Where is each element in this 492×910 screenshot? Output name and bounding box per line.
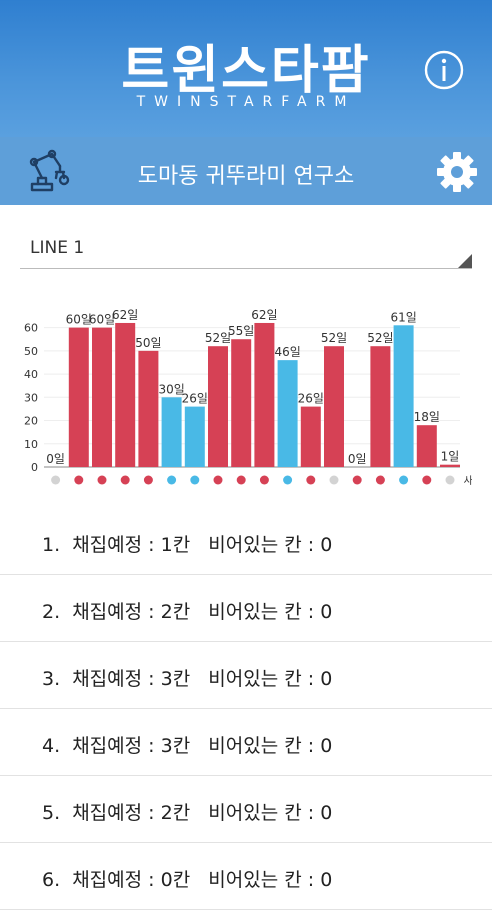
list-item[interactable]: 2. 채집예정 : 2칸 비어있는 칸 : 0 (0, 575, 492, 642)
status-dot (97, 475, 107, 485)
y-tick-label: 60 (24, 322, 38, 335)
app-logo-subtitle: TWINSTARFARM (136, 94, 356, 110)
bar (92, 327, 112, 467)
status-dot (329, 475, 339, 485)
status-dot (213, 475, 223, 485)
bar (277, 360, 298, 467)
bar (324, 346, 344, 467)
farm-name: 도마동 귀뚜라미 연구소 (137, 164, 355, 189)
bar (231, 339, 252, 467)
bar-data-label: 0일 (46, 452, 65, 466)
bar (254, 322, 275, 467)
bar (115, 322, 136, 467)
bar-data-label: 55일 (228, 324, 254, 338)
line-select[interactable]: LINE 1 (20, 228, 472, 269)
list-item[interactable]: 3. 채집예정 : 3칸 비어있는 칸 : 0 (0, 642, 492, 709)
status-dot (399, 475, 409, 485)
bar (370, 346, 391, 467)
list-item-text: 4. 채집예정 : 3칸 비어있는 칸 : 0 (42, 735, 333, 757)
status-dot (259, 475, 269, 485)
bar-data-label: 60일 (89, 313, 115, 327)
bar-data-label: 26일 (182, 392, 208, 406)
status-dot (74, 475, 84, 485)
bar-data-label: 18일 (414, 410, 440, 424)
list-item[interactable]: 4. 채집예정 : 3칸 비어있는 칸 : 0 (0, 709, 492, 776)
bar-data-label: 62일 (112, 308, 138, 322)
status-dot (167, 475, 177, 485)
y-tick-label: 0 (31, 461, 38, 474)
bar-data-label: 52일 (205, 331, 231, 345)
status-dot (51, 475, 61, 485)
list-item[interactable]: 1. 채집예정 : 1칸 비어있는 칸 : 0 (0, 508, 492, 575)
bar-data-label: 50일 (135, 336, 161, 350)
list-item-text: 5. 채집예정 : 2칸 비어있는 칸 : 0 (42, 802, 333, 824)
harvest-list: 1. 채집예정 : 1칸 비어있는 칸 : 0 2. 채집예정 : 2칸 비어있… (0, 508, 492, 910)
status-dot (306, 475, 316, 485)
status-dot (190, 475, 200, 485)
bar (184, 406, 205, 467)
list-item-text: 1. 채집예정 : 1칸 비어있는 칸 : 0 (42, 534, 333, 556)
bar-data-label: 26일 (298, 392, 324, 406)
bar (393, 325, 414, 467)
bar-data-label: 52일 (367, 331, 393, 345)
legend-label: 사육기간 (464, 475, 472, 487)
app-logo-title: 트윈스타팜 (121, 41, 371, 101)
farm-bar (0, 137, 492, 205)
list-item-text: 2. 채집예정 : 2칸 비어있는 칸 : 0 (42, 601, 333, 623)
info-icon[interactable] (424, 50, 464, 90)
bar-data-label: 52일 (321, 331, 347, 345)
bar (300, 406, 321, 467)
y-tick-label: 40 (24, 368, 38, 381)
robot-arm-icon[interactable] (26, 148, 72, 194)
app-header (0, 0, 492, 137)
bar-data-label: 30일 (158, 382, 184, 396)
dropdown-arrow-icon (458, 254, 472, 268)
y-tick-label: 20 (24, 415, 38, 428)
bar (68, 327, 89, 467)
bar-data-label: 61일 (390, 310, 416, 324)
bar (416, 425, 437, 467)
status-dot (352, 475, 362, 485)
bar-data-label: 0일 (348, 452, 367, 466)
y-tick-label: 30 (24, 391, 38, 404)
gear-icon[interactable] (436, 151, 478, 193)
bar-data-label: 1일 (441, 450, 460, 464)
list-item-text: 3. 채집예정 : 3칸 비어있는 칸 : 0 (42, 668, 333, 690)
status-dot (143, 475, 153, 485)
y-tick-label: 10 (24, 438, 38, 451)
bar (161, 397, 182, 467)
status-dot (236, 475, 246, 485)
status-dot (375, 475, 385, 485)
breeding-period-chart: 01020304050600일60일60일62일50일30일26일52일55일6… (24, 308, 472, 487)
bar (138, 350, 159, 467)
bar-data-label: 62일 (251, 308, 277, 322)
status-dot (445, 475, 455, 485)
bar (208, 346, 228, 467)
line-select-value: LINE 1 (30, 238, 85, 258)
list-item[interactable]: 5. 채집예정 : 2칸 비어있는 칸 : 0 (0, 776, 492, 843)
list-item-text: 6. 채집예정 : 0칸 비어있는 칸 : 0 (42, 869, 333, 891)
status-dot (422, 475, 432, 485)
status-dot (283, 475, 293, 485)
bar (440, 464, 460, 467)
bar-data-label: 60일 (66, 313, 92, 327)
bar-data-label: 46일 (274, 345, 300, 359)
y-tick-label: 50 (24, 345, 38, 358)
status-dot (120, 475, 130, 485)
